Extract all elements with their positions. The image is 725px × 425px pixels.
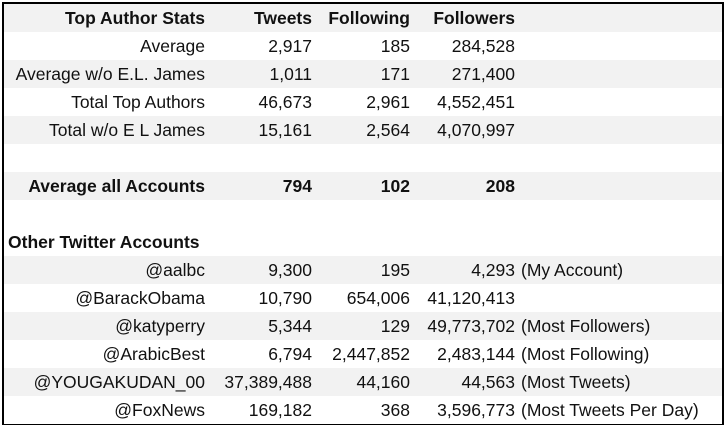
following-value[interactable]: 195 — [380, 260, 410, 280]
followers-value[interactable]: 2,483,144 — [437, 344, 515, 364]
table-row-account: @ArabicBest 6,794 2,447,852 2,483,144 (M… — [4, 340, 722, 368]
account-note[interactable]: (My Account) — [521, 260, 624, 280]
table-row-average-all-accounts: Average all Accounts 794 102 208 — [4, 172, 722, 200]
following-value[interactable]: 2,564 — [366, 120, 410, 140]
following-value[interactable]: 368 — [380, 400, 410, 420]
account-note[interactable] — [521, 284, 721, 312]
table-row-account: @aalbc 9,300 195 4,293 (My Account) — [4, 256, 722, 284]
account-handle[interactable]: @YOUGAKUDAN_00 — [33, 372, 205, 392]
tweets-value[interactable]: 169,182 — [248, 400, 312, 420]
tweets-value[interactable]: 10,790 — [258, 288, 312, 308]
following-value[interactable]: 2,961 — [366, 92, 410, 112]
account-note[interactable]: (Most Tweets) — [521, 372, 631, 392]
followers-value[interactable]: 41,120,413 — [427, 288, 515, 308]
account-handle[interactable]: @BarackObama — [75, 288, 205, 308]
followers-value[interactable]: 4,293 — [471, 260, 515, 280]
table-row-blank[interactable] — [4, 144, 722, 172]
account-handle[interactable]: @katyperry — [115, 316, 205, 336]
tweets-value[interactable]: 2,917 — [268, 36, 312, 56]
account-handle[interactable]: @FoxNews — [114, 400, 205, 420]
tweets-value[interactable]: 46,673 — [258, 92, 312, 112]
tweets-value[interactable]: 794 — [282, 176, 312, 196]
row-label[interactable]: Total Top Authors — [71, 92, 205, 112]
followers-value[interactable]: 271,400 — [451, 64, 515, 84]
account-note[interactable]: (Most Followers) — [521, 316, 651, 336]
table-row-account: @YOUGAKUDAN_00 37,389,488 44,160 44,563 … — [4, 368, 722, 396]
account-handle[interactable]: @aalbc — [145, 260, 205, 280]
row-label[interactable]: Total w/o E L James — [49, 120, 205, 140]
table-row-account: @FoxNews 169,182 368 3,596,773 (Most Twe… — [4, 396, 722, 424]
followers-value[interactable]: 284,528 — [451, 36, 515, 56]
header-top-author-stats[interactable]: Top Author Stats — [65, 8, 205, 28]
following-value[interactable]: 102 — [380, 176, 410, 196]
tweets-value[interactable]: 1,011 — [269, 64, 313, 84]
following-value[interactable]: 2,447,852 — [332, 344, 410, 364]
following-value[interactable]: 185 — [380, 36, 410, 56]
table-header-row: Top Author Stats Tweets Following Follow… — [4, 4, 722, 32]
header-following[interactable]: Following — [328, 8, 410, 28]
following-value[interactable]: 654,006 — [346, 288, 410, 308]
row-label[interactable]: Average — [140, 36, 205, 56]
header-followers[interactable]: Followers — [433, 8, 515, 28]
tweets-value[interactable]: 6,794 — [268, 344, 312, 364]
following-value[interactable]: 171 — [380, 64, 410, 84]
section-title-row: Other Twitter Accounts — [4, 228, 722, 256]
table-row-average: Average 2,917 185 284,528 — [4, 32, 722, 60]
account-note[interactable]: (Most Tweets Per Day) — [521, 400, 699, 420]
followers-value[interactable]: 44,563 — [461, 372, 515, 392]
followers-value[interactable]: 49,773,702 — [427, 316, 515, 336]
followers-value[interactable]: 3,596,773 — [437, 400, 515, 420]
account-note[interactable]: (Most Following) — [521, 344, 650, 364]
following-value[interactable]: 44,160 — [356, 372, 410, 392]
tweets-value[interactable]: 5,344 — [268, 316, 312, 336]
followers-value[interactable]: 4,070,997 — [437, 120, 515, 140]
table-row-account: @BarackObama 10,790 654,006 41,120,413 — [4, 284, 722, 312]
followers-value[interactable]: 4,552,451 — [437, 92, 515, 112]
table-row-total-top-authors: Total Top Authors 46,673 2,961 4,552,451 — [4, 88, 722, 116]
followers-value[interactable]: 208 — [485, 176, 515, 196]
tweets-value[interactable]: 15,161 — [258, 120, 312, 140]
table-row-account: @katyperry 5,344 129 49,773,702 (Most Fo… — [4, 312, 722, 340]
tweets-value[interactable]: 9,300 — [268, 260, 312, 280]
header-note[interactable] — [521, 4, 721, 32]
table-row-blank[interactable] — [4, 200, 722, 228]
header-tweets[interactable]: Tweets — [253, 8, 312, 28]
account-handle[interactable]: @ArabicBest — [102, 344, 205, 364]
table-row-total-wo-el-james: Total w/o E L James 15,161 2,564 4,070,9… — [4, 116, 722, 144]
tweets-value[interactable]: 37,389,488 — [224, 372, 312, 392]
row-label[interactable]: Average w/o E.L. James — [15, 64, 205, 84]
row-label[interactable]: Average all Accounts — [28, 176, 205, 196]
section-title-other-twitter-accounts[interactable]: Other Twitter Accounts — [8, 232, 200, 252]
following-value[interactable]: 129 — [380, 316, 410, 336]
table-row-average-wo-el-james: Average w/o E.L. James 1,011 171 271,400 — [4, 60, 722, 88]
